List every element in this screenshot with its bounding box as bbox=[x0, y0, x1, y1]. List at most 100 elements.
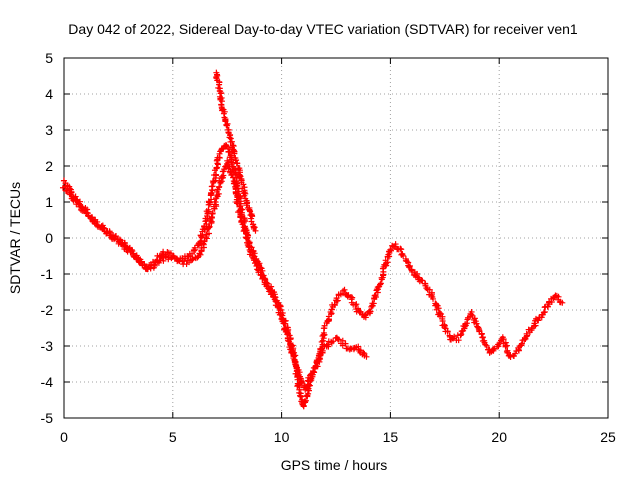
data-point-marker bbox=[234, 200, 241, 207]
data-point-marker bbox=[209, 210, 216, 217]
data-point-marker bbox=[118, 241, 125, 248]
data-points bbox=[59, 69, 566, 410]
data-point-marker bbox=[206, 199, 213, 206]
data-point-marker bbox=[197, 251, 204, 258]
data-point-marker bbox=[251, 224, 258, 231]
data-point-marker bbox=[507, 353, 514, 360]
data-point-marker bbox=[271, 291, 278, 298]
x-tick-label: 15 bbox=[383, 429, 399, 445]
data-point-marker bbox=[324, 341, 331, 348]
data-point-marker bbox=[512, 350, 519, 357]
data-point-marker bbox=[226, 164, 233, 171]
data-point-marker bbox=[236, 207, 243, 214]
grid-lines bbox=[64, 58, 608, 418]
data-point-marker bbox=[426, 286, 433, 293]
data-point-marker bbox=[263, 279, 270, 286]
data-point-marker bbox=[483, 342, 490, 349]
data-point-marker bbox=[248, 244, 255, 251]
chart-title: Day 042 of 2022, Sidereal Day-to-day VTE… bbox=[68, 21, 578, 37]
data-point-marker bbox=[243, 202, 250, 209]
x-tick-label: 10 bbox=[274, 429, 290, 445]
data-point-marker bbox=[518, 340, 525, 347]
data-point-marker bbox=[463, 320, 470, 327]
data-point-marker bbox=[300, 403, 307, 410]
data-point-marker bbox=[377, 281, 384, 288]
data-point-marker bbox=[231, 150, 238, 157]
data-point-marker bbox=[298, 379, 305, 386]
data-point-marker bbox=[398, 246, 405, 253]
y-tick-labels: -5 -4 -3 -2 -1 0 1 2 3 4 5 bbox=[41, 50, 54, 426]
y-tick-label: -5 bbox=[41, 410, 54, 426]
data-point-marker bbox=[371, 292, 378, 299]
y-tick-label: 4 bbox=[45, 86, 53, 102]
y-tick-label: -1 bbox=[41, 266, 54, 282]
data-point-marker bbox=[342, 340, 349, 347]
data-point-marker bbox=[286, 332, 293, 339]
y-tick-label: -4 bbox=[41, 374, 54, 390]
data-point-marker bbox=[205, 230, 212, 237]
data-point-marker bbox=[244, 234, 251, 241]
x-tick-labels: 0 5 10 15 20 25 bbox=[60, 429, 616, 445]
y-tick-label: 3 bbox=[45, 122, 53, 138]
data-point-marker bbox=[482, 341, 489, 348]
x-axis-label: GPS time / hours bbox=[281, 457, 388, 473]
data-point-marker bbox=[451, 333, 458, 340]
data-point-marker bbox=[524, 332, 531, 339]
data-point-marker bbox=[259, 267, 266, 274]
data-point-marker bbox=[555, 293, 562, 300]
data-point-marker bbox=[475, 324, 482, 331]
data-point-marker bbox=[230, 174, 237, 181]
data-point-marker bbox=[216, 184, 223, 191]
data-point-marker bbox=[137, 259, 144, 266]
data-point-marker bbox=[471, 315, 478, 322]
data-point-marker bbox=[237, 214, 244, 221]
data-point-marker bbox=[430, 295, 437, 302]
data-point-marker bbox=[88, 214, 95, 221]
data-point-marker bbox=[262, 276, 269, 282]
data-point-marker bbox=[292, 359, 299, 366]
data-point-marker bbox=[264, 280, 271, 287]
y-tick-label: -2 bbox=[41, 302, 54, 318]
data-point-marker bbox=[212, 171, 219, 178]
y-tick-label: 2 bbox=[45, 158, 53, 174]
axis-ticks bbox=[63, 57, 609, 419]
data-point-marker bbox=[473, 320, 480, 327]
data-point-marker bbox=[302, 386, 309, 393]
data-point-marker bbox=[201, 238, 208, 245]
data-point-marker bbox=[535, 317, 542, 324]
data-point-marker bbox=[213, 194, 220, 201]
data-point-marker bbox=[387, 247, 394, 254]
data-point-marker bbox=[444, 328, 451, 335]
data-point-marker bbox=[215, 190, 222, 197]
data-point-marker bbox=[330, 338, 337, 345]
x-tick-label: 5 bbox=[169, 429, 177, 445]
data-point-marker bbox=[234, 160, 241, 167]
data-point-marker bbox=[296, 389, 303, 396]
data-point-marker bbox=[428, 292, 435, 299]
x-tick-label: 25 bbox=[600, 429, 616, 445]
data-point-marker bbox=[352, 301, 359, 308]
data-point-marker bbox=[384, 259, 391, 266]
data-point-marker bbox=[252, 227, 259, 234]
data-point-marker bbox=[272, 294, 279, 301]
data-point-marker bbox=[100, 224, 107, 231]
data-point-marker bbox=[241, 226, 248, 233]
data-point-marker bbox=[468, 311, 475, 318]
data-point-marker bbox=[406, 262, 413, 269]
data-point-marker bbox=[282, 320, 289, 327]
data-point-marker bbox=[397, 245, 404, 252]
data-point-marker bbox=[495, 343, 502, 350]
data-point-marker bbox=[165, 256, 172, 263]
data-point-marker bbox=[192, 246, 199, 253]
y-tick-label: -3 bbox=[41, 338, 54, 354]
data-point-marker bbox=[151, 262, 158, 269]
data-point-marker bbox=[241, 216, 248, 223]
data-point-marker bbox=[189, 250, 196, 257]
data-point-marker bbox=[287, 335, 294, 342]
data-point-marker bbox=[130, 253, 137, 260]
data-point-marker bbox=[457, 332, 464, 339]
data-point-marker bbox=[194, 254, 201, 261]
x-tick-label: 0 bbox=[60, 429, 68, 445]
data-point-marker bbox=[67, 191, 74, 198]
